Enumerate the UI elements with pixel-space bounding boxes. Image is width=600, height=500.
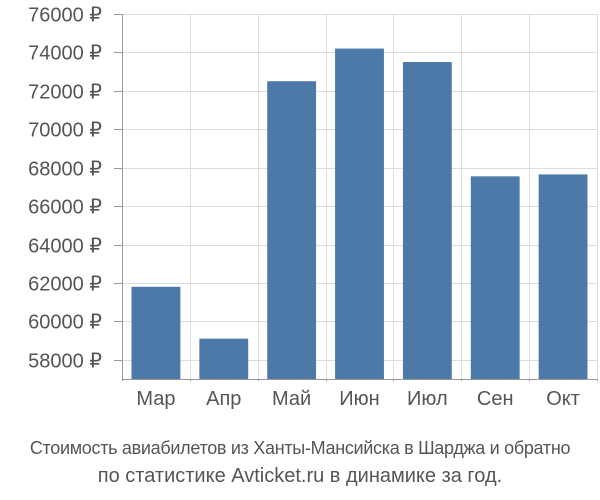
x-tick-label: Сен xyxy=(477,388,514,410)
bar xyxy=(335,48,384,379)
y-axis: 58000 ₽ 60000 ₽ 62000 ₽ 64000 ₽ 66000 ₽ 68000… xyxy=(28,5,123,379)
y-tick-label: 68000 ₽ xyxy=(28,159,102,181)
y-tick-label: 66000 ₽ xyxy=(28,197,102,219)
caption-line-2: по статистике Avticket.ru в динамике за … xyxy=(97,465,503,487)
x-tick-label: Июл xyxy=(407,388,448,410)
bar xyxy=(267,81,317,379)
y-tick-label: 72000 ₽ xyxy=(28,82,102,104)
bar xyxy=(402,62,452,380)
caption-line-1: Стоимость авиабилетов из Ханты-Мансийска… xyxy=(29,438,571,458)
x-tick-label: Мар xyxy=(136,388,175,410)
y-tick-label: 60000 ₽ xyxy=(28,312,102,334)
bar xyxy=(538,174,588,379)
x-axis: Мар Апр Май Июн Июл Сен Окт xyxy=(122,379,598,410)
x-tick-label: Июн xyxy=(339,388,379,410)
x-tick-label: Апр xyxy=(206,388,241,410)
y-tick-label: 62000 ₽ xyxy=(28,274,102,296)
x-tick-label: Окт xyxy=(546,388,580,410)
bar xyxy=(199,338,249,379)
x-tick-label: Май xyxy=(272,388,311,410)
bar xyxy=(131,286,181,379)
y-tick-label: 58000 ₽ xyxy=(28,351,102,373)
bar-chart: 58000 ₽ 60000 ₽ 62000 ₽ 64000 ₽ 66000 ₽ 68000… xyxy=(28,5,598,410)
bar xyxy=(470,176,520,379)
bars xyxy=(131,48,588,380)
y-tick-label: 76000 ₽ xyxy=(28,5,102,27)
y-tick-label: 70000 ₽ xyxy=(28,120,102,142)
y-tick-label: 64000 ₽ xyxy=(28,236,102,258)
y-tick-label: 74000 ₽ xyxy=(28,43,102,65)
